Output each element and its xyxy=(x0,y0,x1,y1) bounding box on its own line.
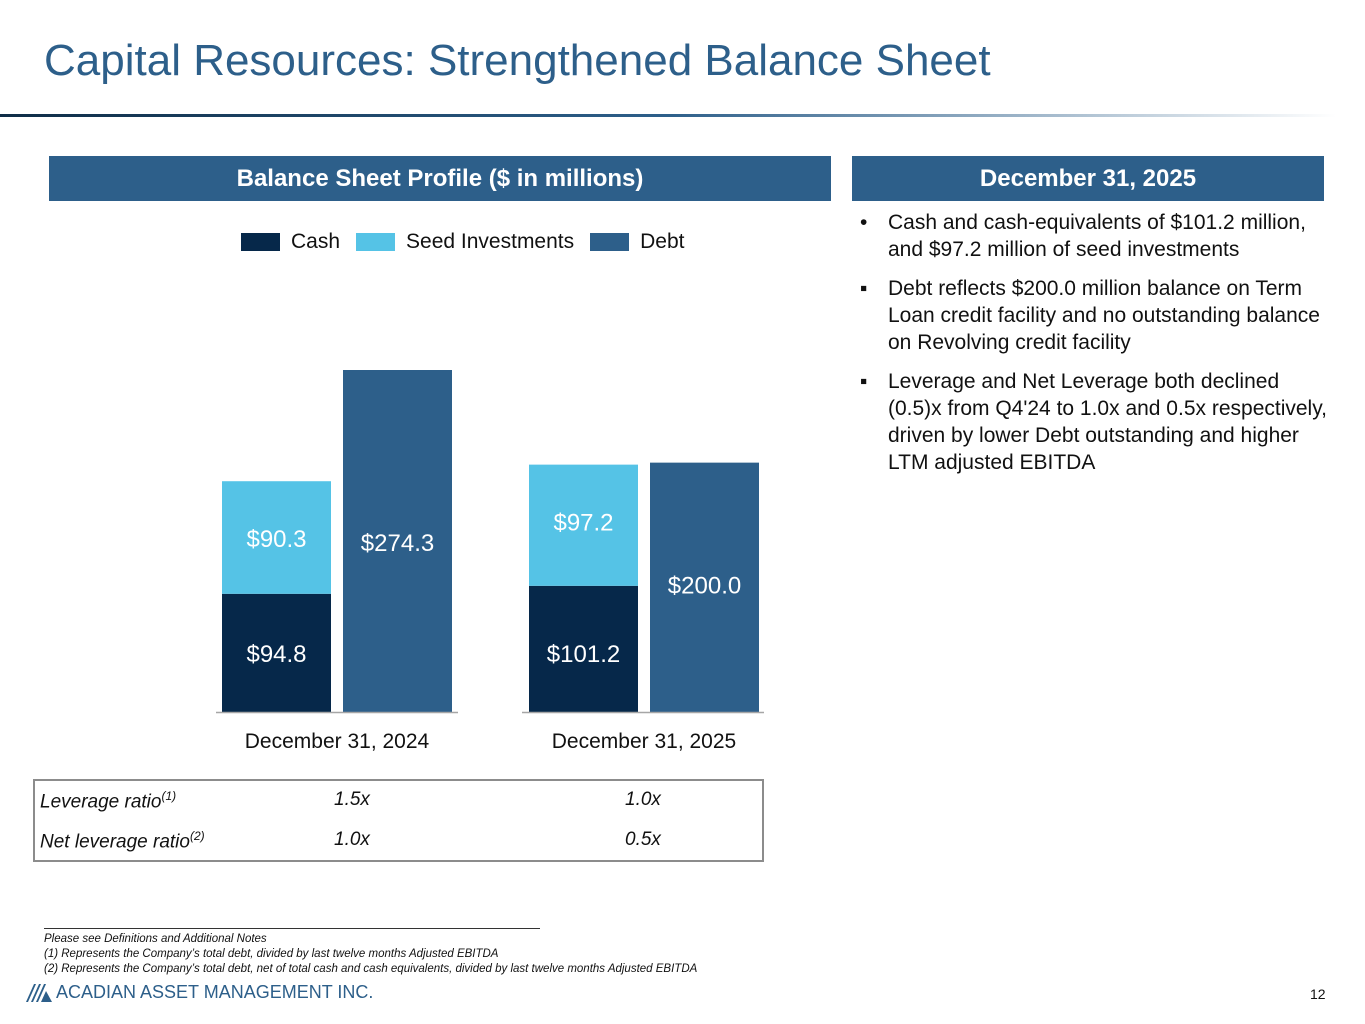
ratio-label-text: Leverage ratio xyxy=(40,791,162,813)
bar-debt-1 xyxy=(650,462,759,712)
bullet-marker: ▪ xyxy=(860,277,868,300)
legend-swatch-seed xyxy=(356,233,396,251)
date-header: December 31, 2025 xyxy=(852,156,1324,201)
bullet-leverage: ▪ Leverage and Net Leverage both decline… xyxy=(860,368,1330,476)
acadian-logo-icon xyxy=(26,983,52,1002)
balance-sheet-chart: $94.8 $90.3 $274.3 December 31, 2024 $101.2 $… xyxy=(216,370,764,753)
chart-legend: Cash Seed Investments Debt xyxy=(241,228,700,256)
ratio-row-net-leverage: Net leverage ratio(2) 1.0x 0.5x xyxy=(35,829,762,859)
data-label-debt-1: $200.0 xyxy=(668,573,741,600)
bullet-cash: • Cash and cash-equivalents of $101.2 mi… xyxy=(860,209,1330,263)
bar-debt-0 xyxy=(343,370,452,712)
bullet-text: Cash and cash-equivalents of $101.2 mill… xyxy=(888,211,1306,261)
footnotes: Please see Definitions and Additional No… xyxy=(44,932,697,977)
bullet-marker: • xyxy=(860,211,868,234)
company-logo: ACADIAN ASSET MANAGEMENT INC. xyxy=(26,982,373,1003)
legend-item-seed: Seed Investments xyxy=(356,230,574,254)
data-label-seed-0: $90.3 xyxy=(246,526,306,553)
footnote-divider xyxy=(44,928,540,929)
legend-swatch-cash xyxy=(241,233,280,251)
bar-cash-1 xyxy=(529,585,638,712)
company-name: ACADIAN ASSET MANAGEMENT INC. xyxy=(56,982,374,1002)
legend-swatch-debt xyxy=(590,233,630,251)
ratio-footnote-ref: (1) xyxy=(161,789,177,803)
ratio-label: Net leverage ratio(2) xyxy=(40,829,205,853)
summary-bullets: • Cash and cash-equivalents of $101.2 mi… xyxy=(860,209,1330,488)
bar-seed-1 xyxy=(529,464,638,586)
footnote-line: (2) Represents the Company’s total debt,… xyxy=(44,963,698,975)
bullet-debt: ▪ Debt reflects $200.0 million balance o… xyxy=(860,275,1330,356)
page-title: Capital Resources: Strengthened Balance … xyxy=(44,36,991,85)
ratio-value-2025: 0.5x xyxy=(625,829,661,850)
ratio-label-text: Net leverage ratio xyxy=(40,831,190,853)
category-label-0: December 31, 2024 xyxy=(245,730,430,753)
bullet-text: Leverage and Net Leverage both declined … xyxy=(888,370,1327,474)
leverage-ratio-table: Leverage ratio(1) 1.5x 1.0x Net leverage… xyxy=(33,779,764,862)
balance-sheet-header: Balance Sheet Profile ($ in millions) xyxy=(49,156,831,201)
legend-label-debt: Debt xyxy=(640,230,685,253)
ratio-label: Leverage ratio(1) xyxy=(40,789,176,813)
data-label-seed-1: $97.2 xyxy=(553,510,613,537)
ratio-value-2025: 1.0x xyxy=(625,789,661,810)
data-label-cash-0: $94.8 xyxy=(246,641,306,668)
title-divider xyxy=(0,114,1336,117)
category-label-1: December 31, 2025 xyxy=(552,730,736,753)
page-number: 12 xyxy=(1310,986,1326,1002)
legend-label-seed: Seed Investments xyxy=(406,230,575,253)
footnote-line: Please see Definitions and Additional No… xyxy=(44,933,267,945)
bullet-marker: ▪ xyxy=(860,370,868,393)
ratio-row-leverage: Leverage ratio(1) 1.5x 1.0x xyxy=(35,789,762,819)
legend-label-cash: Cash xyxy=(291,230,341,253)
ratio-footnote-ref: (2) xyxy=(189,829,205,843)
bar-cash-0 xyxy=(222,593,331,712)
data-label-cash-1: $101.2 xyxy=(547,641,620,668)
bullet-text: Debt reflects $200.0 million balance on … xyxy=(888,277,1320,354)
footnote-line: (1) Represents the Company’s total debt,… xyxy=(44,948,499,960)
legend-item-cash: Cash xyxy=(241,230,340,254)
legend-item-debt: Debt xyxy=(590,230,684,254)
bar-seed-0 xyxy=(222,481,331,594)
ratio-value-2024: 1.5x xyxy=(334,789,370,810)
data-label-debt-0: $274.3 xyxy=(361,530,434,557)
ratio-value-2024: 1.0x xyxy=(334,829,370,850)
